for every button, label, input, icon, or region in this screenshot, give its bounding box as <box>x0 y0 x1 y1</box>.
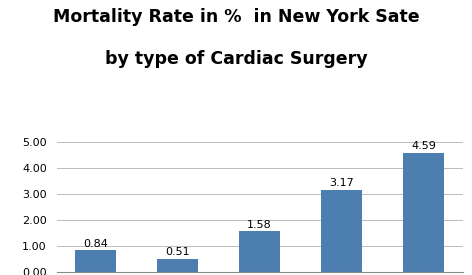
Text: 0.84: 0.84 <box>83 239 108 249</box>
Bar <box>321 190 362 272</box>
Text: Mortality Rate in %  in New York Sate: Mortality Rate in % in New York Sate <box>53 8 419 26</box>
Text: 1.58: 1.58 <box>247 220 272 230</box>
Text: 4.59: 4.59 <box>411 141 436 151</box>
Bar <box>403 153 444 272</box>
Bar <box>75 251 116 272</box>
Text: 0.51: 0.51 <box>165 248 190 257</box>
Bar <box>157 259 198 272</box>
Bar <box>239 231 280 272</box>
Text: 3.17: 3.17 <box>329 178 354 188</box>
Text: by type of Cardiac Surgery: by type of Cardiac Surgery <box>105 50 367 67</box>
